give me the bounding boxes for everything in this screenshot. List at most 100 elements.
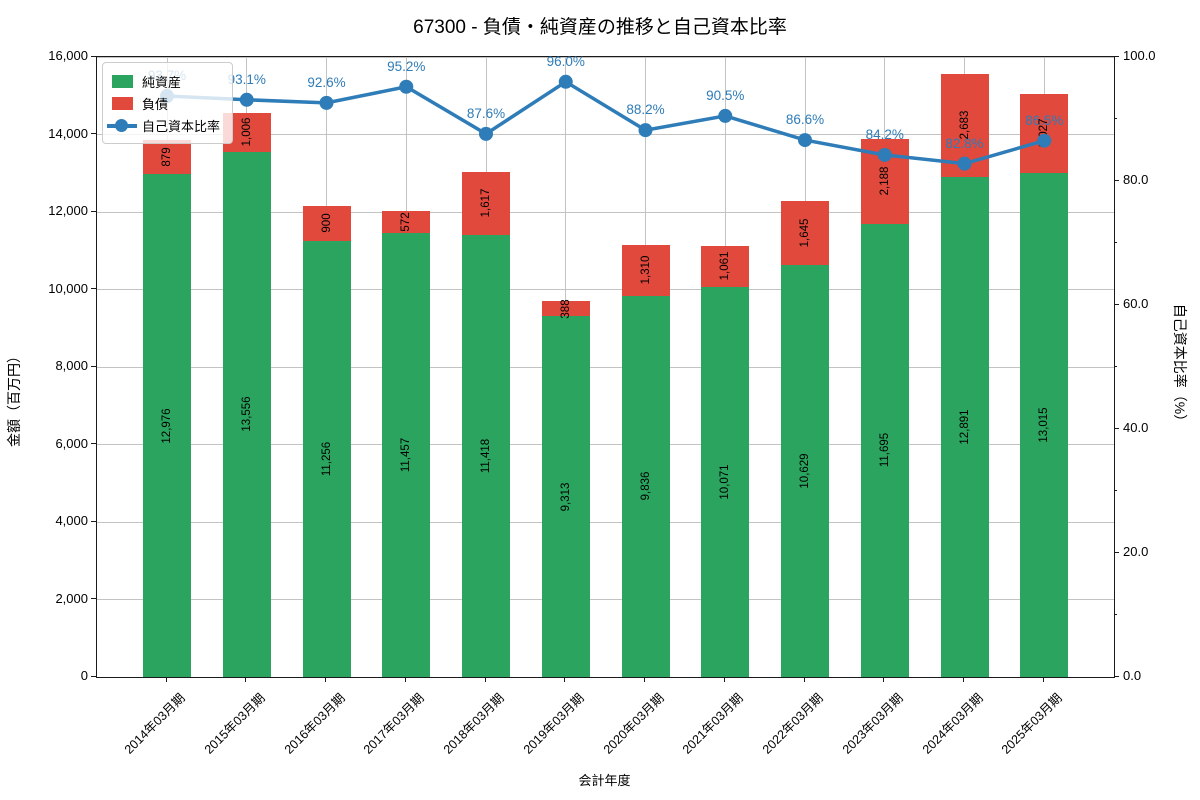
right-axis-title: 自己資本比率（%）: [1172, 303, 1188, 429]
x-axis-tick: [165, 677, 167, 682]
equity-ratio-value-label: 95.2%: [387, 58, 426, 74]
right-axis-tick: [1114, 489, 1117, 491]
equity-ratio-line: [166, 79, 1045, 166]
right-axis-tick: [1114, 365, 1117, 367]
left-axis-tick-label: 12,000: [48, 203, 88, 218]
x-axis-tick: [325, 677, 326, 682]
bar-net-assets-2023年03月期: [860, 223, 909, 677]
x-axis-tick-label: 2023年03月期: [839, 690, 906, 757]
bar-liabilities-2016年03月期: [302, 205, 351, 241]
left-axis-tick-label: 4,000: [55, 513, 88, 528]
bar-liabilities-2022年03月期: [781, 201, 829, 266]
x-axis-tick: [723, 677, 725, 682]
left-axis-tick-label: 2,000: [55, 590, 88, 606]
equity-ratio-point-2024年03月期: [957, 156, 972, 171]
x-axis-tick-label: 2018年03月期: [440, 690, 507, 757]
gridline-horizontal: [97, 289, 1114, 290]
bar-liabilities-2018年03月期: [462, 171, 510, 235]
equity-ratio-point-2016年03月期: [319, 95, 334, 110]
equity-ratio-value-label: 90.5%: [706, 87, 745, 103]
left-axis-tick: [91, 133, 96, 134]
equity-ratio-value-label: 96.0%: [546, 53, 585, 69]
plot-area: 純資産 負債 自己資本比率 12,976 879 13,556 1,006 11,256…: [96, 53, 1115, 678]
equity-ratio-value-label: 86.6%: [785, 112, 825, 128]
x-axis-tick-label: 2017年03月期: [361, 690, 427, 757]
right-axis-tick: [1114, 303, 1119, 305]
bar-liabilities-2025年03月期: [1020, 94, 1069, 173]
x-axis-tick-label: 2025年03月期: [999, 690, 1065, 757]
bar-liabilities-2020年03月期: [621, 245, 670, 296]
equity-ratio-point-2022年03月期: [798, 133, 812, 148]
left-axis-tick-label: 6,000: [55, 435, 88, 451]
bar-net-assets-2014年03月期: [143, 174, 191, 677]
equity-ratio-line-layer: [160, 74, 1052, 171]
x-axis-tick: [644, 677, 645, 682]
left-axis-tick-label: 8,000: [55, 358, 88, 373]
right-axis-tick-label: 0.0: [1123, 668, 1142, 683]
left-axis-tick-label: 0: [80, 668, 88, 683]
right-axis-tick: [1114, 241, 1117, 243]
x-axis-tick-label: 2014年03月期: [121, 690, 188, 757]
equity-ratio-point-2017年03月期: [399, 79, 414, 94]
right-axis-tick-label: 40.0: [1123, 420, 1149, 435]
equity-ratio-point-2015年03月期: [239, 92, 254, 107]
bar-net-assets-2021年03月期: [701, 286, 750, 677]
x-axis-tick-label: 2024年03月期: [919, 690, 986, 757]
gridline-horizontal: [97, 134, 1114, 135]
legend: 純資産 負債 自己資本比率: [102, 62, 234, 144]
liabilities-swatch-icon: [112, 96, 133, 110]
bar-liabilities-2021年03月期: [701, 245, 750, 287]
bar-net-assets-2019年03月期: [541, 316, 590, 677]
legend-item-equity-ratio: 自己資本比率: [107, 114, 221, 136]
right-axis-tick-label: 100.0: [1123, 48, 1156, 63]
right-axis-tick: [1114, 117, 1117, 119]
right-axis-tick: [1114, 675, 1119, 677]
x-axis-tick-label: 2021年03月期: [680, 690, 746, 757]
equity-ratio-value-label: 82.8%: [945, 135, 984, 151]
legend-label-equity-ratio: 自己資本比率: [142, 118, 221, 134]
left-axis-tick: [91, 598, 96, 599]
right-axis-tick: [1114, 55, 1119, 57]
right-axis-tick: [1114, 427, 1119, 429]
left-axis-tick: [91, 520, 96, 522]
x-axis-tick-label: 2015年03月期: [201, 690, 268, 757]
equity-ratio-point-2018年03月期: [479, 126, 493, 141]
x-axis-tick-label: 2020年03月期: [600, 690, 667, 757]
left-axis-tick-label: 16,000: [48, 48, 88, 63]
legend-label-liabilities: 負債: [142, 96, 169, 112]
equity-ratio-value-label: 84.2%: [865, 126, 904, 142]
bar-net-assets-2020年03月期: [621, 295, 670, 677]
left-axis-title: 金額（百万円）: [6, 349, 22, 447]
x-axis-tick: [484, 677, 486, 682]
left-axis-tick: [91, 365, 96, 367]
x-axis-title: 会計年度: [578, 773, 631, 788]
equity-ratio-value-label: 93.1%: [227, 71, 266, 87]
left-axis-tick: [91, 210, 96, 212]
x-axis-tick: [963, 677, 964, 682]
right-axis-tick: [1114, 551, 1119, 553]
bar-net-assets-2022年03月期: [781, 265, 829, 677]
bar-net-assets-2017年03月期: [382, 233, 431, 677]
legend-item-net-assets: 純資産: [112, 70, 220, 92]
legend-item-liabilities: 負債: [112, 92, 220, 114]
gridline-horizontal: [97, 56, 1114, 58]
bar-net-assets-2016年03月期: [302, 240, 351, 677]
x-axis-tick: [404, 677, 406, 682]
bar-net-assets-2024年03月期: [940, 177, 989, 677]
left-axis-tick: [91, 443, 96, 444]
equity-ratio-value-label: 92.6%: [307, 74, 346, 90]
chart-title: 67300 - 負債・純資産の推移と自己資本比率: [413, 17, 787, 38]
left-axis-tick: [91, 288, 96, 289]
equity-ratio-point-2020年03月期: [638, 123, 653, 138]
equity-ratio-point-2025年03月期: [1037, 133, 1052, 148]
legend-label-net-assets: 純資産: [142, 74, 182, 90]
equity-ratio-value-label: 87.6%: [466, 105, 506, 121]
left-axis-tick: [91, 55, 96, 57]
bar-liabilities-2019年03月期: [541, 301, 590, 317]
gridline-horizontal: [97, 211, 1114, 213]
right-axis-tick: [1114, 613, 1117, 615]
equity-ratio-value-label: 88.2%: [626, 102, 665, 118]
x-axis-tick: [245, 677, 247, 682]
bar-net-assets-2015年03月期: [222, 151, 271, 677]
